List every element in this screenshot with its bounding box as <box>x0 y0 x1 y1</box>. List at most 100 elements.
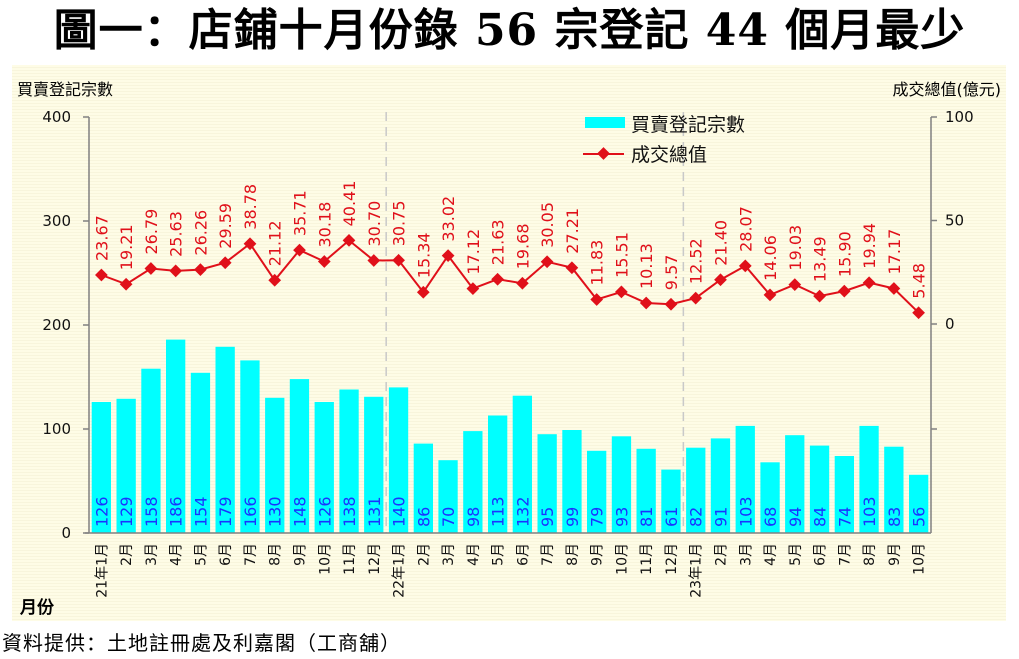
line-point-marker <box>119 277 133 291</box>
x-axis-category-label: 2月 <box>119 543 135 566</box>
line-value-label: 17.12 <box>464 229 483 275</box>
bar <box>265 397 285 533</box>
x-axis-category-label: 7月 <box>243 543 259 566</box>
x-axis-category-label: 11月 <box>342 543 358 575</box>
bar-value-label: 130 <box>266 496 285 527</box>
line-point-marker <box>639 296 653 310</box>
line-value-label: 19.94 <box>860 223 879 269</box>
line-point-marker <box>788 278 802 291</box>
bar <box>141 368 161 533</box>
legend-bar-swatch <box>585 117 625 128</box>
bar <box>859 425 879 533</box>
line-value-label: 15.51 <box>612 232 631 278</box>
line-value-label: 23.67 <box>92 215 111 261</box>
x-axis-category-label: 12月 <box>664 543 680 575</box>
line-value-label: 33.02 <box>439 196 458 242</box>
x-axis-category-label: 10月 <box>317 543 333 575</box>
left-axis-tick-label: 0 <box>61 524 71 542</box>
x-axis-category-label: 8月 <box>565 543 581 566</box>
bar-value-label: 79 <box>588 507 607 527</box>
bar <box>587 450 607 533</box>
x-axis-category-label: 7月 <box>837 543 853 566</box>
chart-title: 圖一：店鋪十月份錄 56 宗登記 44 個月最少 <box>53 5 966 56</box>
right-axis-tick-label: 0 <box>945 315 955 333</box>
bar <box>289 379 310 533</box>
bar <box>760 462 780 533</box>
x-axis-category-label: 23年1月 <box>689 543 705 598</box>
bar <box>215 346 235 533</box>
line-point-marker <box>342 234 356 247</box>
line-point-marker <box>416 285 430 299</box>
x-axis-category-label: 6月 <box>813 543 829 566</box>
bar-value-label: 70 <box>439 507 458 527</box>
line-value-label: 19.03 <box>786 225 805 271</box>
bar-value-label: 93 <box>612 507 631 527</box>
bar-value-label: 83 <box>885 507 904 527</box>
line-value-label: 30.70 <box>365 201 384 247</box>
bar <box>240 360 260 533</box>
line-point-marker <box>268 273 282 287</box>
line-point-marker <box>813 289 826 303</box>
bar <box>884 446 904 533</box>
line-value-label: 12.52 <box>687 238 706 284</box>
legend-line-label: 成交總值 <box>631 144 707 166</box>
x-axis-title: 月份 <box>20 598 54 618</box>
bar-value-label: 91 <box>712 507 731 527</box>
bar-value-label: 103 <box>860 496 879 527</box>
legend: 買賣登記宗數 成交總值 <box>583 114 745 166</box>
line-value-label: 28.07 <box>736 206 755 252</box>
x-axis-category-label: 3月 <box>441 543 457 566</box>
x-axis-category-label: 10月 <box>912 543 928 575</box>
line-value-label: 13.49 <box>811 236 830 282</box>
line-point-marker <box>243 237 257 251</box>
line-series: 23.67 19.21 26.79 25.63 26.26 29.59 38.78 21.12… <box>92 181 929 320</box>
line-value-label: 19.68 <box>513 223 532 269</box>
bar <box>166 339 186 533</box>
bar <box>809 445 830 533</box>
line-value-label: 10.13 <box>637 243 656 289</box>
line-point-marker <box>367 254 381 267</box>
line-point-marker <box>95 268 108 282</box>
line-point-marker <box>169 264 183 278</box>
bar <box>413 443 433 533</box>
bar <box>562 430 582 533</box>
x-axis-category-label: 7月 <box>540 543 556 566</box>
line-point-marker <box>144 262 158 275</box>
bar <box>463 431 483 533</box>
x-axis-category-label: 5月 <box>491 543 507 566</box>
bar <box>661 469 681 533</box>
legend-line-marker <box>597 147 610 160</box>
line-value-label: 14.06 <box>761 235 780 281</box>
bar <box>488 415 508 533</box>
bar-value-label: 186 <box>167 496 186 527</box>
right-axis-tick-label: 50 <box>945 212 964 230</box>
bar <box>909 474 929 533</box>
bar <box>785 435 805 533</box>
line-value-label: 9.57 <box>662 255 681 291</box>
x-axis-category-label: 12月 <box>367 543 383 575</box>
x-axis-category-label: 9月 <box>887 543 903 566</box>
line-value-label: 19.21 <box>117 224 136 270</box>
bar-series: 126 129 158 186 154 179 166 130 148 126 138 131 140 8… <box>91 339 929 533</box>
x-axis-category-label: 4月 <box>763 543 779 566</box>
bar-value-label: 126 <box>315 496 334 527</box>
bar <box>735 425 755 533</box>
source-note: 資料提供：土地註冊處及利嘉閣（工商舖） <box>2 631 401 655</box>
x-axis-category-label: 6月 <box>515 543 531 566</box>
bar-value-label: 126 <box>92 496 111 527</box>
bar-value-label: 138 <box>340 496 359 527</box>
line-value-label: 29.59 <box>216 203 235 249</box>
line-value-label: 26.26 <box>191 210 210 256</box>
bar <box>537 434 557 533</box>
line-value-label: 15.34 <box>414 232 433 278</box>
left-axis-title: 買賣登記宗數 <box>17 80 114 99</box>
left-axis-tick-label: 200 <box>42 316 71 334</box>
bar-value-label: 113 <box>489 496 508 527</box>
x-axis-category-label: 8月 <box>862 543 878 566</box>
bar <box>190 372 211 533</box>
bar-value-label: 82 <box>687 507 706 527</box>
line-value-label: 30.05 <box>538 202 557 248</box>
legend-bar-label: 買賣登記宗數 <box>631 114 745 136</box>
line-point-marker <box>194 263 207 276</box>
